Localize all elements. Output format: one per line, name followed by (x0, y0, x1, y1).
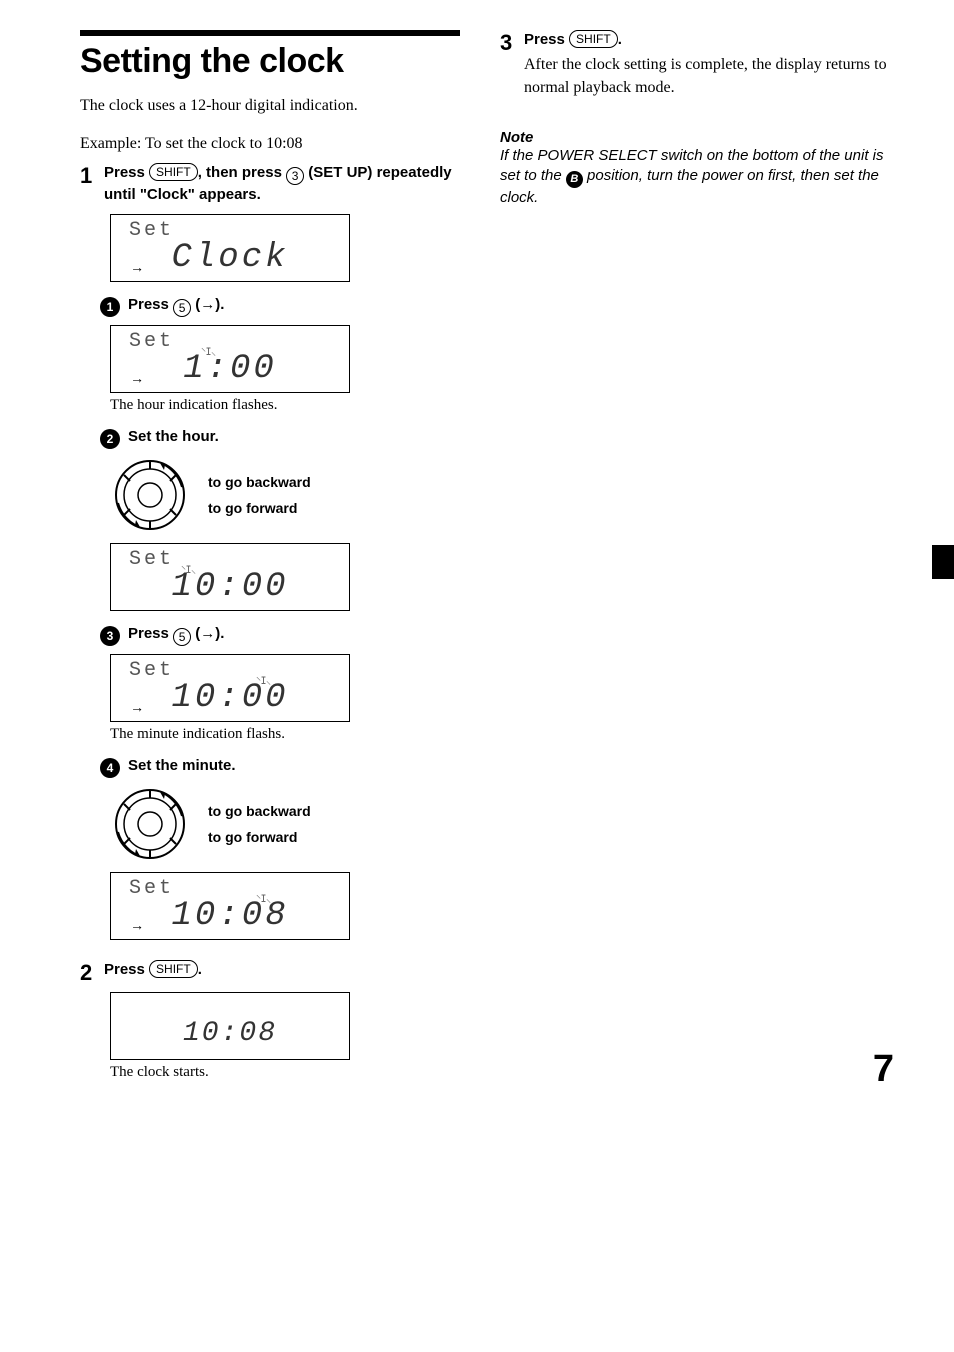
shift-button-label: SHIFT (149, 163, 198, 181)
substep-3: 3 Press 5 (→). (100, 625, 460, 646)
step-2-label: Press SHIFT. (104, 961, 202, 978)
dial-illustration: to go backward to go forward (110, 784, 460, 864)
rotary-dial-icon (110, 455, 190, 535)
substep-2-label: Set the hour. (128, 428, 219, 445)
button-5-label: 5 (173, 628, 191, 646)
substep-4-label: Set the minute. (128, 757, 236, 774)
lcd-big-text: ⸌ⵊ⸜ 10:00 (111, 679, 349, 717)
step-number: 3 (500, 32, 524, 54)
right-arrow-icon: → (133, 261, 141, 277)
dial-backward-label: to go backward (208, 803, 311, 819)
lcd-big-text: 10:08 (111, 1018, 349, 1049)
dial-forward-label: to go forward (208, 829, 311, 845)
dial-backward-label: to go backward (208, 474, 311, 490)
lcd-display-minute: Set ⸌ⵊ⸜ 10:00 → (110, 654, 350, 722)
step-number: 1 (80, 165, 104, 187)
substep-1: 1 Press 5 (→). (100, 296, 460, 317)
lcd-display-final: 10:08 (110, 992, 350, 1060)
note-header: Note (500, 129, 890, 146)
button-3-label: 3 (286, 167, 304, 185)
lcd-big-text: Clock (111, 239, 349, 277)
substep-2: 2 Set the hour. (100, 428, 460, 449)
shift-button-label: SHIFT (149, 960, 198, 978)
bullet-3: 3 (100, 626, 120, 646)
lcd-display-hour-set: Set ⸌ⵊ⸜ 10:00 (110, 543, 350, 611)
step-2: 2 Press SHIFT. (80, 960, 460, 984)
lcd-display-clock: Set Clock → (110, 214, 350, 282)
right-arrow-icon: → (133, 372, 141, 388)
step-3-body: After the clock setting is complete, the… (524, 54, 890, 99)
step-number: 2 (80, 962, 104, 984)
bullet-4: 4 (100, 758, 120, 778)
page-title: Setting the clock (80, 42, 460, 81)
hour-flash-caption: The hour indication flashes. (110, 397, 460, 414)
example-text: Example: To set the clock to 10:08 (80, 135, 460, 153)
minute-flash-caption: The minute indication flashs. (110, 726, 460, 743)
right-arrow-icon: → (133, 701, 141, 717)
note-body: If the POWER SELECT switch on the bottom… (500, 146, 890, 208)
substep-4: 4 Set the minute. (100, 757, 460, 778)
lcd-display-minute-set: Set ⸌ⵊ⸜ 10:08 → (110, 872, 350, 940)
lcd-big-text: ⸌ⵊ⸜ 10:08 (111, 897, 349, 935)
dial-forward-label: to go forward (208, 500, 311, 516)
intro-text: The clock uses a 12-hour digital indicat… (80, 95, 460, 117)
edge-tab (932, 545, 954, 579)
position-b-label: B (566, 171, 583, 188)
substep-3-label: Press 5 (→). (128, 625, 224, 646)
step-1: 1 Press SHIFT, then press 3 (SET UP) rep… (80, 163, 460, 205)
title-rule (80, 30, 460, 36)
right-arrow-icon: → (133, 919, 141, 935)
step-3: 3 Press SHIFT. After the clock setting i… (500, 30, 890, 109)
lcd-display-hour: Set ⸌ⵊ⸜ 1:00 → (110, 325, 350, 393)
clock-starts-caption: The clock starts. (110, 1064, 460, 1081)
step-1-label: Press SHIFT, then press 3 (SET UP) repea… (104, 164, 452, 203)
lcd-big-text: ⸌ⵊ⸜ 1:00 (111, 350, 349, 388)
rotary-dial-icon (110, 784, 190, 864)
substep-1-label: Press 5 (→). (128, 296, 224, 317)
bullet-1: 1 (100, 297, 120, 317)
shift-button-label: SHIFT (569, 30, 618, 48)
button-5-label: 5 (173, 299, 191, 317)
dial-illustration: to go backward to go forward (110, 455, 460, 535)
lcd-big-text: ⸌ⵊ⸜ 10:00 (111, 568, 349, 606)
step-3-label: Press SHIFT. (524, 31, 622, 48)
bullet-2: 2 (100, 429, 120, 449)
page-number: 7 (873, 1048, 894, 1091)
